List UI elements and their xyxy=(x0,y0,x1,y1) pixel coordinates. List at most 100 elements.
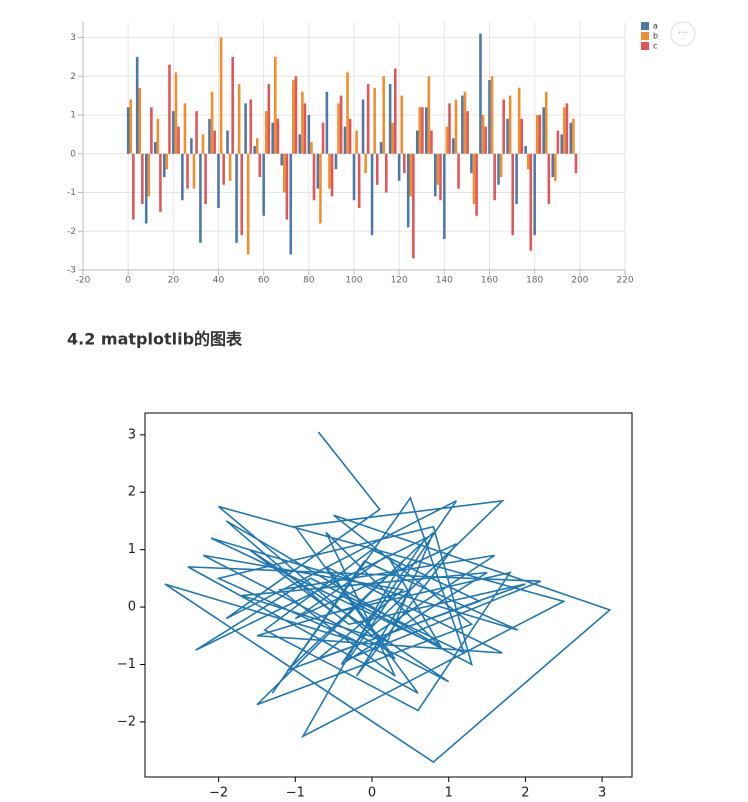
bar xyxy=(412,153,415,259)
more-button[interactable] xyxy=(670,21,696,47)
bar xyxy=(217,153,220,208)
bar xyxy=(348,118,352,154)
bar xyxy=(159,153,162,212)
bar xyxy=(334,153,338,170)
y-tick-label: -3 xyxy=(67,266,76,276)
y-tick-label: 1 xyxy=(70,111,76,121)
bar xyxy=(488,80,491,154)
bar xyxy=(375,153,379,185)
bar xyxy=(400,95,404,154)
bar xyxy=(153,142,157,154)
legend-swatch xyxy=(641,32,649,40)
x-tick-label: 80 xyxy=(303,276,315,286)
bar xyxy=(237,84,241,154)
bar xyxy=(418,107,422,154)
bar xyxy=(144,153,148,224)
bar xyxy=(310,142,313,154)
bar xyxy=(181,153,184,201)
bar xyxy=(126,107,130,154)
bar xyxy=(301,91,304,154)
x-tick-label: 160 xyxy=(481,276,498,286)
bar xyxy=(506,118,509,154)
bar xyxy=(572,118,575,154)
bar xyxy=(337,103,340,154)
x-tick-label: −1 xyxy=(286,786,305,801)
bar xyxy=(508,95,512,154)
bar xyxy=(325,91,329,154)
more-icon[interactable]: ··· xyxy=(678,26,689,39)
bar xyxy=(384,153,388,193)
bar xyxy=(168,64,171,154)
bar xyxy=(409,153,413,197)
bar xyxy=(352,153,356,201)
bar xyxy=(470,153,473,174)
bar xyxy=(463,91,467,154)
y-tick-label: −2 xyxy=(117,714,136,729)
bar xyxy=(298,134,302,154)
bar xyxy=(343,126,347,154)
bar xyxy=(246,153,250,255)
bar xyxy=(231,56,234,154)
y-tick-label: −1 xyxy=(117,657,136,672)
x-tick-label: 0 xyxy=(125,276,131,286)
bar xyxy=(330,153,334,197)
bar xyxy=(556,130,560,154)
bar xyxy=(565,103,569,154)
bar xyxy=(515,153,518,205)
bar xyxy=(195,111,198,154)
x-tick-label: 0 xyxy=(368,786,376,801)
bar xyxy=(526,153,530,170)
bar xyxy=(294,76,298,154)
bar xyxy=(249,99,253,154)
section-heading: 4.2 matplotlib的图表 xyxy=(67,330,243,349)
bar xyxy=(397,153,401,181)
bar xyxy=(357,153,361,208)
bar xyxy=(244,103,247,154)
legend-swatch xyxy=(641,42,649,50)
bar xyxy=(321,122,325,154)
bar xyxy=(316,153,320,189)
bar xyxy=(364,153,367,174)
bar xyxy=(554,153,557,181)
bar xyxy=(129,99,133,154)
bar xyxy=(569,122,573,154)
bar xyxy=(319,153,322,224)
bar xyxy=(355,130,358,154)
bar xyxy=(264,111,268,154)
bar xyxy=(280,153,284,166)
x-tick-label: 100 xyxy=(345,276,362,286)
bar xyxy=(339,95,343,154)
bar xyxy=(439,153,442,201)
bar xyxy=(454,99,458,154)
y-tick-label: 1 xyxy=(128,542,136,557)
bar xyxy=(574,153,578,174)
bar xyxy=(228,153,232,181)
x-tick-label: 3 xyxy=(598,786,606,801)
x-tick-label: 220 xyxy=(616,276,633,286)
bar xyxy=(190,138,193,154)
y-tick-label: 3 xyxy=(128,427,136,442)
bar xyxy=(538,115,542,154)
x-tick-label: 140 xyxy=(436,276,453,286)
x-tick-label: 180 xyxy=(526,276,543,286)
y-tick-label: 2 xyxy=(128,485,136,500)
bar xyxy=(147,153,151,197)
bar xyxy=(163,153,166,177)
bar xyxy=(466,111,469,154)
y-tick-label: 0 xyxy=(70,149,76,159)
bar xyxy=(382,76,385,154)
bar xyxy=(511,153,515,236)
bar xyxy=(289,153,293,255)
bar xyxy=(424,107,428,154)
bar xyxy=(502,99,505,154)
bar xyxy=(283,153,286,193)
bar xyxy=(213,130,216,154)
bar xyxy=(201,134,205,154)
bar xyxy=(292,80,295,154)
bar xyxy=(276,118,280,154)
y-tick-label: 2 xyxy=(70,72,76,82)
legend-label: b xyxy=(653,32,658,41)
bar xyxy=(544,91,548,154)
x-tick-label: 60 xyxy=(258,276,270,286)
